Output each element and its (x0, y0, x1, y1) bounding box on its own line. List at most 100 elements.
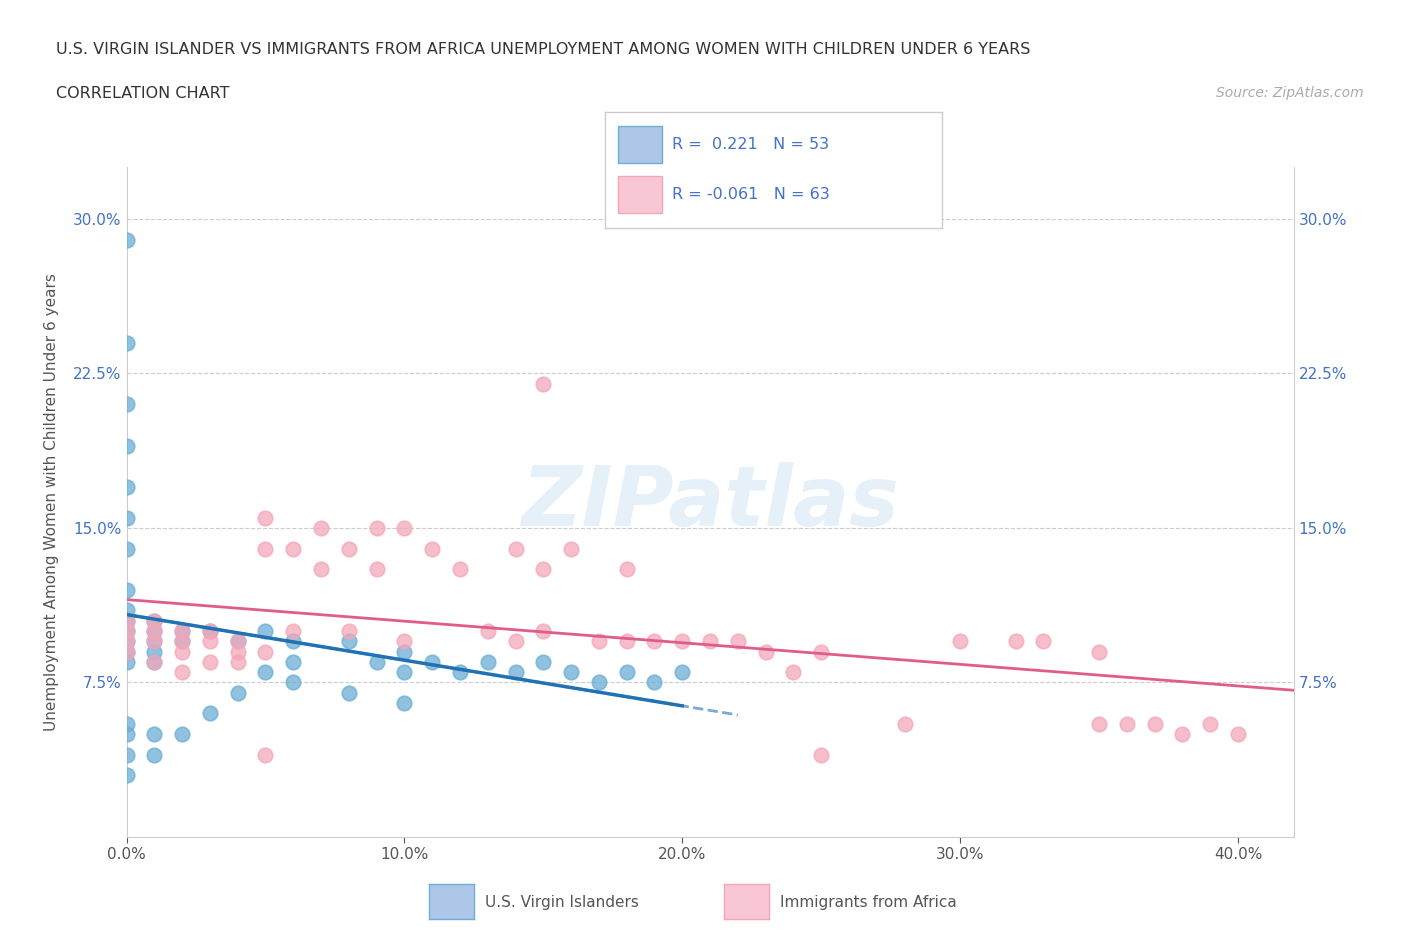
Point (283, 634, 305, 649)
Text: U.S. Virgin Islanders: U.S. Virgin Islanders (485, 895, 638, 910)
Point (420, 655, 443, 670)
Point (115, 603, 138, 618)
Point (616, 634, 638, 649)
Point (172, 644, 194, 659)
Point (560, 541, 582, 556)
Point (671, 634, 693, 649)
Point (1088, 716, 1111, 731)
Point (616, 562, 638, 577)
Text: R =  0.221   N = 53: R = 0.221 N = 53 (672, 137, 830, 152)
Point (755, 644, 778, 659)
Point (505, 665, 527, 680)
Point (1143, 716, 1166, 731)
Point (1004, 634, 1026, 649)
Point (115, 582, 138, 597)
Point (143, 634, 166, 649)
Point (226, 634, 249, 649)
Text: U.S. VIRGIN ISLANDER VS IMMIGRANTS FROM AFRICA UNEMPLOYMENT AMONG WOMEN WITH CHI: U.S. VIRGIN ISLANDER VS IMMIGRANTS FROM … (56, 42, 1031, 57)
Point (115, 644, 138, 659)
Point (394, 521, 416, 536)
Point (143, 726, 166, 741)
Point (115, 479, 138, 494)
Point (449, 665, 471, 680)
Point (115, 644, 138, 659)
Point (143, 613, 166, 628)
Text: Source: ZipAtlas.com: Source: ZipAtlas.com (1216, 86, 1364, 100)
Text: Immigrants from Africa: Immigrants from Africa (780, 895, 957, 910)
Point (671, 665, 693, 680)
Point (172, 634, 194, 649)
Point (115, 511, 138, 525)
Point (949, 634, 972, 649)
Point (172, 726, 194, 741)
Point (477, 655, 499, 670)
Point (394, 634, 416, 649)
Point (643, 634, 665, 649)
Point (115, 438, 138, 453)
Point (226, 644, 249, 659)
Point (810, 644, 832, 659)
Point (172, 623, 194, 638)
Point (1032, 634, 1054, 649)
Point (505, 634, 527, 649)
Point (172, 623, 194, 638)
Point (366, 655, 388, 670)
Point (782, 665, 804, 680)
Text: ZIPatlas: ZIPatlas (522, 461, 898, 543)
Point (143, 655, 166, 670)
Point (309, 562, 332, 577)
Point (115, 613, 138, 628)
Point (699, 634, 721, 649)
Point (143, 644, 166, 659)
Point (477, 623, 499, 638)
Point (226, 634, 249, 649)
Point (254, 665, 277, 680)
Point (420, 541, 443, 556)
Point (115, 613, 138, 628)
Point (531, 377, 554, 392)
Point (810, 747, 832, 762)
Point (115, 623, 138, 638)
Point (643, 675, 665, 690)
Point (1226, 726, 1249, 741)
Point (1115, 716, 1137, 731)
Point (309, 521, 332, 536)
Point (115, 541, 138, 556)
Point (394, 696, 416, 711)
Point (172, 634, 194, 649)
Point (531, 623, 554, 638)
Point (198, 655, 221, 670)
Bar (619, 126, 662, 163)
Point (115, 397, 138, 412)
Point (588, 675, 610, 690)
Point (337, 634, 360, 649)
Point (560, 665, 582, 680)
Point (254, 644, 277, 659)
Text: CORRELATION CHART: CORRELATION CHART (56, 86, 229, 100)
Point (588, 634, 610, 649)
Point (115, 655, 138, 670)
Point (254, 511, 277, 525)
Point (115, 726, 138, 741)
Point (1088, 644, 1111, 659)
Point (172, 665, 194, 680)
Point (198, 623, 221, 638)
Point (198, 623, 221, 638)
Point (143, 613, 166, 628)
Point (143, 747, 166, 762)
Point (394, 665, 416, 680)
Point (254, 623, 277, 638)
Y-axis label: Unemployment Among Women with Children Under 6 years: Unemployment Among Women with Children U… (45, 273, 59, 731)
Point (198, 634, 221, 649)
Point (115, 335, 138, 350)
Point (115, 634, 138, 649)
Point (143, 623, 166, 638)
Point (115, 232, 138, 247)
Point (893, 716, 915, 731)
Point (1199, 716, 1222, 731)
Point (337, 541, 360, 556)
Point (254, 541, 277, 556)
Point (115, 634, 138, 649)
Point (115, 623, 138, 638)
Text: R = -0.061   N = 63: R = -0.061 N = 63 (672, 187, 830, 202)
